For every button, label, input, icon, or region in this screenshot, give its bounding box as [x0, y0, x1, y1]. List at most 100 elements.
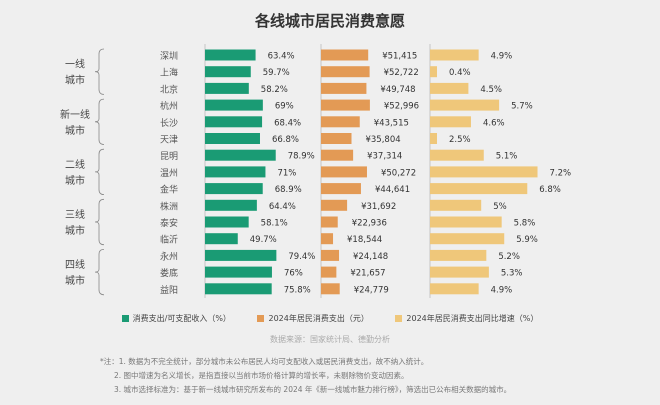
data-label: 0.4% [449, 68, 471, 78]
group-brace [94, 48, 105, 95]
data-label: 58.2% [261, 85, 288, 95]
bar-ratio [205, 249, 277, 261]
note-3: 3. 城市选择标准为：基于新一线城市研究所发布的 2024 年《新一线城市魅力排… [114, 385, 512, 394]
bar-growth [430, 266, 489, 278]
data-label: 68.4% [274, 118, 301, 128]
group-label: 城市 [65, 74, 85, 87]
bar-growth [430, 149, 484, 161]
city-label: 金华 [160, 184, 178, 196]
bar-growth [430, 99, 500, 111]
group-brace [94, 249, 105, 296]
legend-label: 2024年居民消费支出同比增速（%） [406, 314, 539, 323]
legend-label: 消费支出/可支配收入（%） [132, 314, 231, 323]
data-label: ¥18,544 [347, 235, 382, 245]
legend-swatch [257, 315, 265, 322]
legend-swatch [121, 315, 129, 322]
bar-growth [430, 283, 479, 295]
bar-growth [430, 66, 437, 78]
data-label: 58.1% [261, 219, 288, 229]
bar-ratio [205, 216, 249, 228]
group-label: 城市 [65, 124, 85, 137]
bar-spending [321, 133, 352, 144]
data-label: 4.9% [491, 285, 513, 295]
data-label: 2.5% [449, 135, 471, 145]
data-label: 5.3% [501, 269, 523, 279]
bar-growth [430, 49, 479, 61]
group-label: 一线 [65, 58, 85, 71]
group-label: 城市 [65, 274, 85, 287]
data-label: ¥52,722 [384, 68, 419, 78]
data-label: ¥49,748 [380, 85, 415, 95]
city-label: 昆明 [160, 151, 178, 162]
data-label: 49.7% [250, 235, 277, 245]
bar-spending [321, 149, 354, 161]
data-label: 6.8% [539, 185, 561, 195]
bar-growth [430, 82, 469, 94]
data-label: ¥24,148 [353, 252, 388, 262]
bar-ratio [205, 149, 276, 161]
bar-spending [321, 66, 370, 78]
data-label: 59.7% [263, 68, 290, 78]
bar-ratio [205, 82, 249, 94]
group-label: 城市 [65, 174, 85, 187]
data-label: 79.4% [288, 252, 315, 262]
city-label: 天津 [160, 135, 178, 146]
data-label: 5% [493, 202, 507, 212]
note-2: 2. 图中增速为名义增长，是指直接以当前市场价格计算的增长率，未剔除物价变动因素… [114, 371, 409, 380]
city-label: 永州 [160, 250, 178, 262]
bar-spending [321, 49, 369, 61]
bar-spending [321, 249, 340, 261]
data-label: ¥22,936 [352, 219, 387, 229]
city-label: 长沙 [160, 117, 178, 129]
data-label: ¥51,415 [382, 52, 417, 62]
data-label: 5.7% [511, 102, 533, 112]
data-label: 63.4% [268, 52, 295, 62]
city-label: 娄底 [160, 267, 178, 279]
data-label: 71% [277, 168, 296, 178]
bar-chart: 深圳 63.4% ¥51,415 4.9% 上海 59.7% ¥52,722 0.4% 北京 58… [60, 44, 572, 298]
data-label: 4.5% [480, 85, 502, 95]
bar-growth [430, 233, 505, 245]
bar-ratio [205, 133, 260, 144]
notes: *注：1. 数据为不完全统计，部分城市未公布居民人均可支配收入或居民消费支出，故… [100, 355, 511, 397]
bar-growth [430, 116, 471, 128]
group-label: 四线 [65, 258, 85, 271]
group-brace [94, 148, 105, 195]
data-label: 4.6% [483, 118, 505, 128]
legend-swatch [395, 315, 403, 322]
bar-growth [430, 199, 482, 211]
data-label: ¥37,314 [367, 152, 402, 162]
city-label: 临沂 [160, 234, 178, 246]
city-label: 益阳 [160, 284, 178, 296]
bar-spending [321, 82, 367, 94]
data-label: ¥52,996 [384, 102, 419, 112]
bar-spending [321, 199, 348, 211]
group-label: 二线 [65, 158, 85, 171]
bar-ratio [205, 166, 266, 178]
legend: 消费支出/可支配收入（%） 2024年居民消费支出（元） 2024年居民消费支出… [0, 313, 660, 324]
bar-spending [321, 216, 338, 228]
data-label: 69% [275, 102, 294, 112]
group-brace [94, 198, 105, 246]
legend-item-spending: 2024年居民消费支出（元） [257, 314, 369, 323]
data-label: ¥50,272 [381, 168, 416, 178]
data-label: ¥44,641 [375, 185, 410, 195]
data-label: 7.2% [550, 168, 572, 178]
bar-ratio [205, 283, 272, 295]
city-label: 株洲 [160, 200, 178, 212]
note-1: *注：1. 数据为不完全统计，部分城市未公布居民人均可支配收入或居民消费支出，故… [100, 357, 429, 366]
data-label: ¥35,804 [365, 135, 400, 145]
city-label: 泰安 [160, 217, 178, 229]
legend-item-growth: 2024年居民消费支出同比增速（%） [395, 314, 538, 323]
bar-spending [321, 116, 360, 128]
data-label: 66.8% [272, 135, 299, 145]
data-label: 75.8% [284, 285, 311, 295]
bar-growth [430, 216, 502, 228]
city-label: 上海 [160, 67, 178, 79]
data-label: 68.9% [275, 185, 302, 195]
data-label: ¥21,657 [350, 269, 385, 279]
chart-title: 各线城市居民消费意愿 [254, 12, 405, 30]
data-label: ¥24,779 [354, 285, 389, 295]
city-label: 温州 [160, 168, 178, 179]
